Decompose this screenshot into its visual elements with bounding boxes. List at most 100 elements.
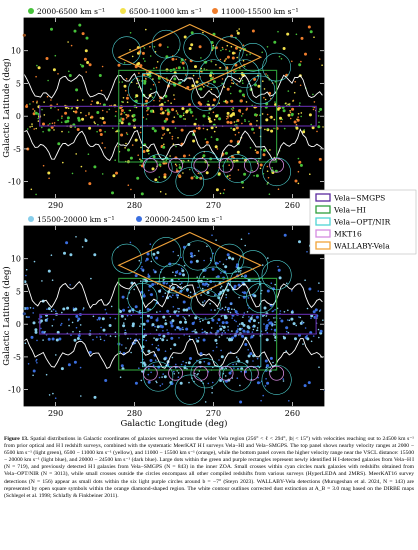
galaxy-point [166,77,168,79]
galaxy-point [33,260,36,263]
galaxy-point [266,165,269,168]
galaxy-point [165,120,167,122]
y-tick-label: -5 [13,353,21,362]
galaxy-point [25,306,29,310]
galaxy-point [202,31,204,34]
galaxy-point [120,109,124,112]
galaxy-point [219,325,221,327]
galaxy-point [211,267,215,271]
galaxy-point [166,108,170,112]
galaxy-point [247,349,249,351]
galaxy-point [247,326,251,330]
y-tick-label: 0 [16,320,21,329]
galaxy-point [142,335,146,339]
galaxy-point [218,117,222,121]
galaxy-point [55,338,59,342]
galaxy-point [234,63,238,67]
galaxy-point [240,115,243,117]
galaxy-point [251,325,254,328]
survey-legend-swatch [315,193,331,202]
galaxy-point [265,73,267,75]
galaxy-point [152,83,155,86]
galaxy-point [300,60,302,63]
galaxy-point [161,111,165,115]
galaxy-point [55,310,57,313]
galaxy-point [213,118,216,121]
galaxy-point [211,234,213,236]
galaxy-point [178,164,181,166]
galaxy-point [297,170,300,173]
galaxy-point [146,106,150,110]
galaxy-point [96,319,99,321]
galaxy-point [318,58,321,60]
galaxy-point [183,35,187,39]
galaxy-point [177,294,179,297]
galaxy-point [148,284,152,288]
galaxy-point [128,309,132,313]
galaxy-point [313,106,316,109]
galaxy-point [210,327,213,329]
galaxy-point [77,334,81,337]
galaxy-point [197,101,201,105]
galaxy-point [40,327,42,330]
optnir-circle [262,157,291,187]
galaxy-point [262,153,266,157]
galaxy-point [111,191,114,195]
mkt16-circle [168,365,183,381]
galaxy-point [105,312,108,315]
galaxy-point [134,274,138,278]
galaxy-point [242,44,245,46]
galaxy-point [304,279,306,282]
galaxy-point [198,88,200,90]
galaxy-point [109,316,112,319]
optnir-circle [214,243,245,274]
galaxy-point [177,307,179,310]
galaxy-point [318,157,322,161]
galaxy-point [238,296,240,299]
galaxy-point [178,272,182,276]
galaxy-point [52,68,56,72]
galaxy-point [174,366,177,369]
galaxy-point [140,323,142,325]
galaxy-point [125,132,128,134]
galaxy-point [235,320,237,323]
galaxy-point [25,274,27,277]
galaxy-point [127,184,130,186]
galaxy-point [230,79,233,81]
galaxy-point [266,381,270,385]
galaxy-point [165,55,169,59]
y-tick-label: -5 [13,145,21,154]
galaxy-point [126,133,129,136]
optnir-circle [214,36,244,66]
galaxy-point [101,173,104,175]
galaxy-point [199,352,203,356]
galaxy-point [66,306,70,310]
galaxy-point [143,47,146,49]
galaxy-point [36,64,38,67]
galaxy-point [232,128,236,131]
galaxy-point [231,308,233,311]
galaxy-point [232,107,235,109]
galaxy-point [57,119,59,121]
galaxy-point [244,244,246,247]
galaxy-point [265,326,269,330]
galaxy-point [202,303,204,306]
galaxy-point [266,331,269,334]
galaxy-point [93,165,97,169]
galaxy-point [163,133,166,135]
galaxy-point [139,131,142,134]
galaxy-point [229,311,232,314]
galaxy-point [75,314,79,318]
galaxy-point [188,47,192,50]
galaxy-point [181,269,185,273]
galaxy-point [141,51,145,55]
galaxy-point [67,41,69,43]
galaxy-point [172,250,175,253]
galaxy-point [47,269,51,273]
galaxy-point [211,46,215,50]
survey-legend-label: Vela−SMGPS [333,194,385,203]
galaxy-point [241,79,244,82]
galaxy-point [148,367,150,370]
galaxy-point [150,371,152,374]
galaxy-point [82,308,84,311]
